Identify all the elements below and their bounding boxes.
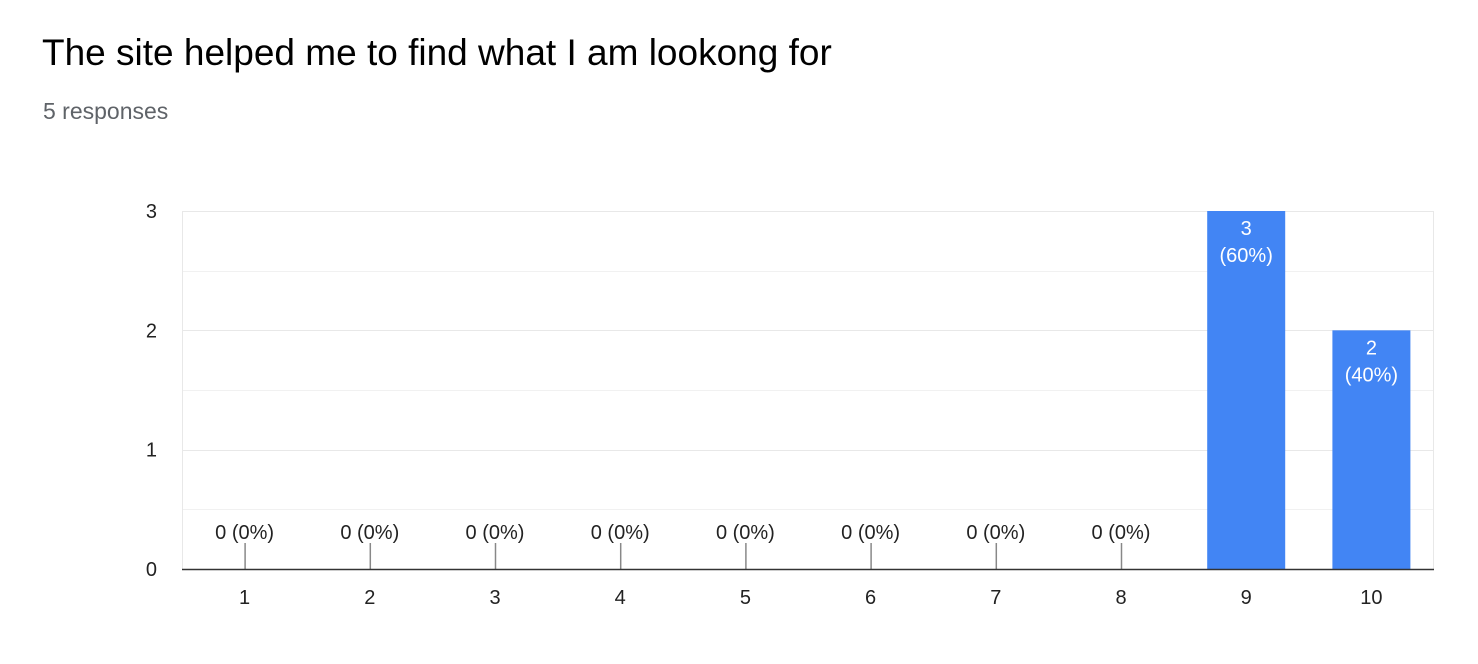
- x-tick-label: 9: [1241, 587, 1252, 609]
- y-tick-label: 3: [146, 201, 157, 223]
- data-label-1: 0 (0%): [215, 522, 274, 544]
- bar-9: [1207, 211, 1286, 569]
- y-tick-label: 2: [146, 320, 157, 342]
- data-label-2: 0 (0%): [340, 522, 399, 544]
- x-tick-label: 1: [239, 587, 250, 609]
- y-tick-label: 0: [146, 559, 157, 581]
- responses-count: 5 responses: [43, 98, 169, 124]
- x-tick-label: 5: [740, 587, 751, 609]
- data-label-3: 0 (0%): [466, 522, 525, 544]
- x-tick-label: 4: [615, 587, 626, 609]
- data-label-5: 0 (0%): [716, 522, 775, 544]
- y-axis-ticks: 0 1 2 3: [146, 201, 157, 581]
- x-tick-label: 3: [489, 587, 500, 609]
- data-labels: 0 (0%) 0 (0%) 0 (0%) 0 (0%) 0 (0%) 0 (0%) 0 (0…: [215, 218, 1398, 544]
- x-tick-label: 10: [1360, 587, 1382, 609]
- data-label-9: 3 (60%): [1220, 218, 1273, 267]
- x-axis-ticks: 1 2 3 4 5 6 7 8 9 10: [182, 568, 1434, 609]
- data-label-6: 0 (0%): [841, 522, 900, 544]
- data-label-4: 0 (0%): [591, 522, 650, 544]
- x-tick-label: 6: [865, 587, 876, 609]
- x-tick-label: 8: [1115, 587, 1126, 609]
- chart-title: The site helped me to find what I am loo…: [42, 32, 832, 73]
- y-tick-label: 1: [146, 440, 157, 462]
- data-label-7: 0 (0%): [966, 522, 1025, 544]
- data-label-10: 2 (40%): [1345, 337, 1398, 386]
- x-tick-label: 2: [364, 587, 375, 609]
- x-tick-label: 7: [990, 587, 1001, 609]
- bars: [244, 211, 1411, 569]
- data-label-8: 0 (0%): [1092, 522, 1151, 544]
- bar-10: [1332, 330, 1411, 569]
